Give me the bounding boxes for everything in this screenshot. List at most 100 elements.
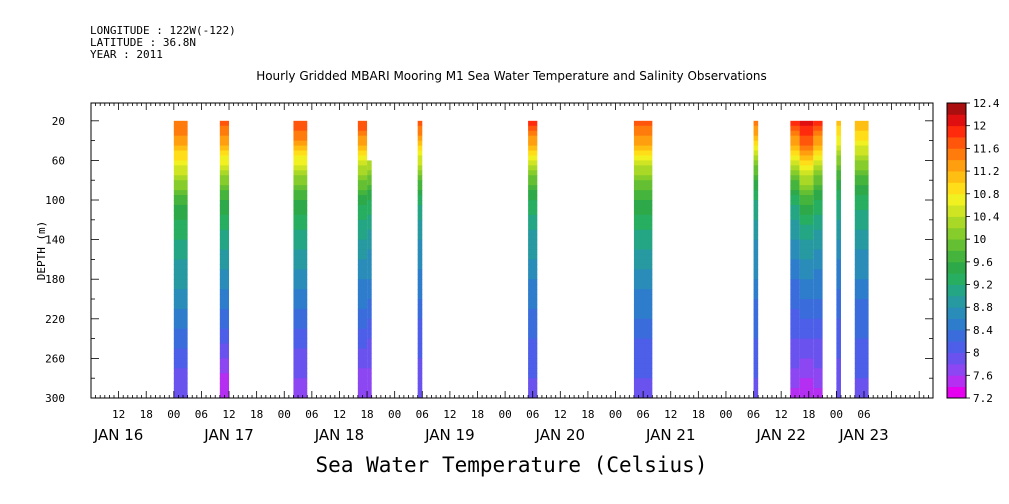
profile-cell bbox=[173, 155, 188, 162]
profile-cell bbox=[293, 348, 308, 355]
profile-cell bbox=[633, 219, 653, 226]
profile-cell bbox=[367, 289, 372, 295]
profile-cell bbox=[790, 224, 800, 231]
profile-cell bbox=[799, 264, 814, 270]
profile-cell bbox=[357, 299, 368, 305]
colorbar-swatch bbox=[947, 261, 966, 274]
colorbar-label: 9.2 bbox=[973, 279, 993, 292]
profile-cell bbox=[293, 239, 308, 246]
profile-cell bbox=[836, 190, 841, 196]
x-tick-label: 00 bbox=[167, 408, 180, 421]
profile-cell bbox=[173, 264, 188, 270]
profile-cell bbox=[799, 135, 814, 142]
profile-cell bbox=[367, 244, 372, 251]
profile-cell bbox=[790, 313, 800, 320]
profile-cell bbox=[753, 303, 759, 310]
profile-cell bbox=[367, 200, 372, 206]
profile-cell bbox=[357, 313, 368, 320]
profile-cell bbox=[813, 155, 823, 162]
profile-cell bbox=[633, 388, 653, 394]
profile-cell bbox=[813, 363, 823, 369]
profile-cell bbox=[799, 303, 814, 310]
profile-cell bbox=[367, 358, 372, 364]
profile-cell bbox=[813, 140, 823, 147]
profile-cell bbox=[854, 135, 869, 142]
plot-frame bbox=[90, 102, 934, 399]
profile-cell bbox=[854, 368, 869, 374]
colorbar-swatch bbox=[947, 318, 966, 331]
profile-cell bbox=[528, 373, 538, 379]
profile-cell bbox=[357, 204, 368, 211]
profile-cell bbox=[799, 244, 814, 251]
profile-cell bbox=[417, 125, 423, 132]
profile-cell bbox=[799, 185, 814, 191]
profile-cell bbox=[367, 383, 372, 389]
profile-cell bbox=[367, 180, 372, 186]
x-tick-label: 18 bbox=[140, 408, 153, 421]
profile-cell bbox=[417, 204, 423, 211]
profile-cell bbox=[854, 214, 869, 221]
profile-cell bbox=[367, 328, 372, 335]
profile-cell bbox=[417, 318, 423, 325]
longitude-label: LONGITUDE : 122W(-122) bbox=[90, 24, 236, 37]
profile-cell bbox=[173, 204, 188, 211]
profile-cell bbox=[836, 244, 841, 251]
profile-cell bbox=[293, 313, 308, 320]
temperature-profile bbox=[813, 120, 823, 398]
profile-cell bbox=[417, 303, 423, 310]
colorbar-label: 8.4 bbox=[973, 324, 993, 337]
x-tick-label: 00 bbox=[498, 408, 511, 421]
profile-cell bbox=[367, 219, 372, 226]
profile-cell bbox=[854, 170, 869, 176]
profile-cell bbox=[790, 214, 800, 221]
profile-cell bbox=[219, 264, 230, 270]
profile-cell bbox=[293, 303, 308, 310]
profile-cell bbox=[219, 308, 230, 315]
profile-cell bbox=[753, 299, 759, 305]
colorbar-label: 7.6 bbox=[973, 369, 993, 382]
profile-cell bbox=[633, 125, 653, 132]
profile-cell bbox=[173, 180, 188, 186]
profile-cell bbox=[219, 284, 230, 290]
year-label: YEAR : 2011 bbox=[90, 48, 163, 61]
colorbar-swatch bbox=[947, 341, 966, 354]
profile-cell bbox=[357, 175, 368, 181]
profile-cell bbox=[173, 140, 188, 147]
profile-cell bbox=[753, 373, 759, 379]
profile-cell bbox=[173, 338, 188, 345]
profile-cell bbox=[528, 135, 538, 142]
profile-cell bbox=[753, 313, 759, 320]
profile-cell bbox=[633, 234, 653, 241]
profile-cell bbox=[633, 313, 653, 320]
profile-cell bbox=[367, 368, 372, 374]
colorbar-swatch bbox=[947, 363, 966, 376]
profile-cell bbox=[357, 120, 368, 127]
profile-cell bbox=[790, 279, 800, 285]
profile-cell bbox=[173, 294, 188, 300]
temperature-profile bbox=[854, 120, 869, 398]
profile-cell bbox=[219, 388, 230, 394]
profile-cell bbox=[293, 353, 308, 359]
x-tick-label: 00 bbox=[830, 408, 843, 421]
profile-cell bbox=[633, 214, 653, 221]
temperature-profile bbox=[417, 120, 423, 398]
profile-cell bbox=[813, 244, 823, 251]
colorbar-label: 12 bbox=[973, 120, 986, 133]
profile-cell bbox=[836, 353, 841, 359]
profile-cell bbox=[357, 125, 368, 132]
profile-cell bbox=[813, 274, 823, 280]
profile-cell bbox=[753, 239, 759, 246]
profile-cell bbox=[790, 229, 800, 236]
profile-cell bbox=[219, 328, 230, 335]
profile-cell bbox=[854, 264, 869, 270]
profile-cell bbox=[219, 195, 230, 201]
profile-cell bbox=[753, 125, 759, 132]
profile-cell bbox=[528, 299, 538, 305]
x-tick-label: 12 bbox=[333, 408, 346, 421]
profile-cell bbox=[633, 279, 653, 285]
colorbar-swatch bbox=[947, 114, 966, 127]
profile-cell bbox=[836, 294, 841, 300]
profile-cell bbox=[854, 234, 869, 241]
profile-cell bbox=[633, 155, 653, 162]
profile-cell bbox=[854, 338, 869, 345]
